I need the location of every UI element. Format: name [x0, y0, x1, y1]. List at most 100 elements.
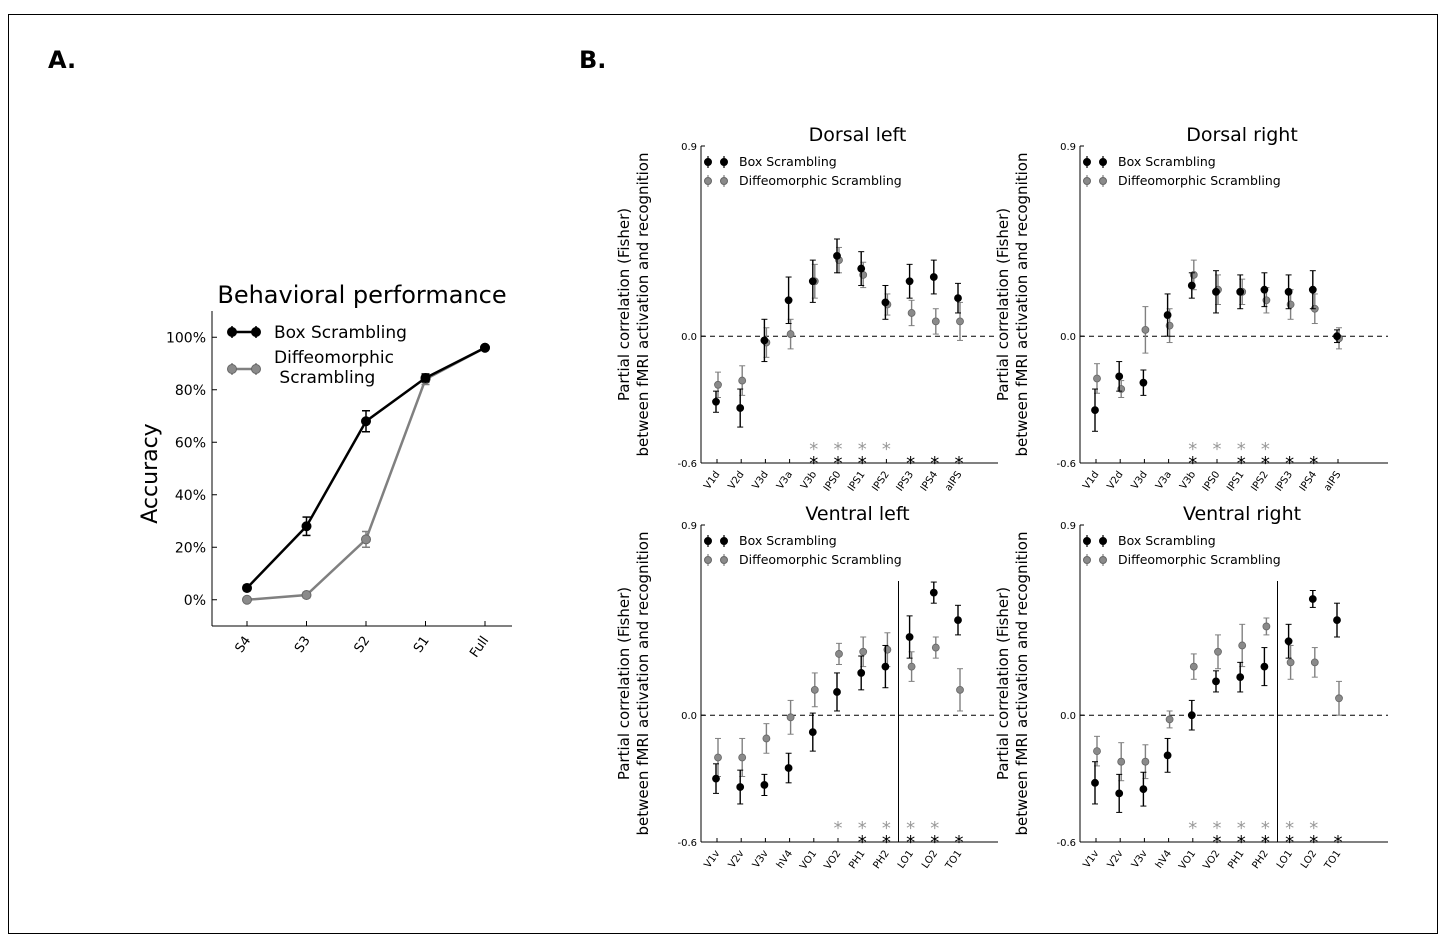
data-point: [857, 669, 866, 677]
data-point: [954, 294, 962, 303]
chart-title: Behavioral performance: [217, 281, 506, 309]
y-tick-label: -0.6: [1056, 459, 1076, 470]
data-point: [784, 764, 793, 772]
legend-marker: [720, 177, 728, 185]
legend-item: Diffeomorphic Scrambling: [704, 173, 902, 188]
significance-star-box: *: [1261, 453, 1270, 474]
data-point: [905, 277, 914, 286]
x-tick-label: V1d: [702, 469, 722, 491]
data-point: [833, 688, 841, 696]
data-point: [881, 298, 890, 307]
legend-marker: [227, 364, 237, 374]
plot-title: Ventral left: [805, 503, 909, 525]
legend-label: Box Scrambling: [1118, 154, 1216, 169]
legend-marker: [1099, 158, 1107, 166]
data-point: [810, 685, 819, 694]
legend-item: Box Scrambling: [704, 154, 837, 169]
legend-label: Diffeomorphic Scrambling: [274, 348, 394, 388]
data-point: [1163, 311, 1172, 319]
significance-star-diff: *: [1237, 818, 1246, 839]
data-point: [931, 643, 940, 652]
legend-marker: [1099, 177, 1107, 185]
y-tick-label: 0.0: [1060, 711, 1076, 722]
y-tick-label: 0.9: [1060, 142, 1076, 153]
legend-marker: [704, 556, 712, 564]
x-tick-label: V3a: [775, 469, 795, 491]
significance-star-box: *: [1309, 832, 1318, 853]
data-point: [1333, 332, 1341, 341]
legend-marker: [227, 327, 237, 337]
significance-star-box: *: [1213, 832, 1222, 853]
data-point: [1115, 372, 1124, 381]
data-point: [1286, 658, 1295, 667]
data-point: [1236, 287, 1245, 296]
legend-label: Box Scrambling: [274, 323, 407, 343]
data-point: [1163, 751, 1172, 760]
legend-marker: [1083, 158, 1091, 166]
data-point: [1187, 281, 1196, 290]
data-point: [1141, 757, 1150, 766]
y-axis-label: Partial correlation (Fisher)between fMRI…: [615, 153, 652, 457]
data-point: [1262, 622, 1271, 631]
x-tick-label: S4: [233, 634, 255, 656]
legend-item: Box Scrambling: [704, 533, 837, 548]
y-tick-label: -0.6: [677, 838, 697, 849]
legend-label: Box Scrambling: [739, 533, 837, 548]
data-point: [954, 616, 962, 624]
legend-label-line: Diffeomorphic: [274, 348, 394, 368]
legend-marker: [704, 177, 712, 185]
significance-star-diff: *: [882, 439, 891, 460]
y-axis-label-line: between fMRI activation and recognition: [634, 532, 652, 836]
data-point: [738, 753, 747, 762]
data-point: [712, 774, 720, 783]
significance-star-box: *: [1309, 453, 1318, 474]
data-point: [1117, 757, 1126, 766]
significance-star-box: *: [882, 832, 891, 853]
data-point: [420, 372, 431, 383]
significance-star-diff: *: [858, 818, 867, 839]
data-point: [1187, 711, 1196, 720]
data-point: [956, 317, 964, 326]
significance-star-box: *: [1285, 453, 1294, 474]
legend-item: Diffeomorphic Scrambling: [227, 348, 394, 388]
legend-marker: [1083, 556, 1091, 564]
y-tick-label: 0.9: [681, 521, 697, 532]
panel-b-letter: B.: [579, 46, 607, 74]
x-tick-label: hV4: [775, 848, 795, 870]
data-point: [1091, 406, 1099, 415]
x-tick-label: VO1: [798, 848, 819, 871]
legend-marker: [704, 537, 712, 545]
y-axis-label: Partial correlation (Fisher)between fMRI…: [994, 532, 1031, 836]
significance-star-box: *: [1237, 453, 1246, 474]
legend-label: Diffeomorphic Scrambling: [739, 173, 902, 188]
data-point: [905, 633, 914, 641]
legend-item: Box Scrambling: [227, 323, 407, 343]
significance-star-diff: *: [1237, 439, 1246, 460]
x-tick-label: V3d: [1130, 469, 1150, 491]
significance-star-box: *: [834, 453, 843, 474]
y-axis-label-line: Partial correlation (Fisher): [994, 208, 1012, 401]
significance-star-box: *: [858, 832, 867, 853]
legend-marker: [720, 158, 728, 166]
significance-star-box: *: [1188, 453, 1197, 474]
significance-star-diff: *: [834, 818, 843, 839]
significance-star-diff: *: [930, 818, 939, 839]
y-tick-label: 0.0: [1060, 332, 1076, 343]
legend-marker: [1083, 177, 1091, 185]
data-point: [1214, 647, 1222, 656]
data-point: [1093, 374, 1101, 383]
legend-marker: [720, 537, 728, 545]
y-tick-label: 0.9: [1060, 521, 1076, 532]
data-point: [835, 650, 843, 658]
y-axis-label: Accuracy: [138, 423, 163, 523]
x-tick-label: V3v: [751, 848, 771, 870]
legend-marker: [1099, 556, 1107, 564]
data-point: [738, 376, 747, 385]
significance-star-diff: *: [1309, 818, 1318, 839]
significance-star-box: *: [1334, 832, 1343, 853]
data-point: [1189, 662, 1198, 671]
y-tick-label: 0.0: [681, 711, 697, 722]
significance-star-diff: *: [1285, 818, 1294, 839]
legend-item: Diffeomorphic Scrambling: [1083, 552, 1281, 567]
